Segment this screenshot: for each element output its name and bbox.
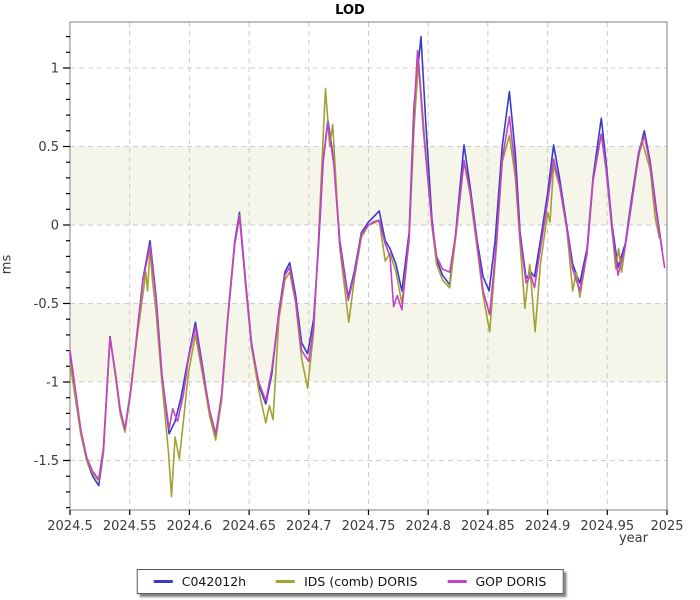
svg-text:2024.55: 2024.55 [103, 519, 157, 534]
legend-box: C042012h IDS (comb) DORIS GOP DORIS [136, 569, 564, 594]
svg-text:0: 0 [51, 219, 59, 234]
legend-label-ids-doris: IDS (comb) DORIS [304, 574, 418, 589]
series-line-c042012h [69, 35, 664, 487]
svg-text:-0.5: -0.5 [34, 297, 59, 312]
svg-text:2024.7: 2024.7 [286, 519, 332, 534]
gridlines [70, 22, 667, 510]
svg-text:-1: -1 [46, 376, 59, 391]
legend-swatch-ids-doris [276, 580, 296, 583]
svg-text:2024.9: 2024.9 [525, 519, 571, 534]
y-tick-labels: 1 0.5 0 -0.5 -1 -1.5 [34, 62, 59, 470]
legend-item-ids-doris: IDS (comb) DORIS [276, 574, 417, 589]
series-line-ids-comb-doris [69, 59, 661, 498]
legend-label-gop-doris: GOP DORIS [475, 574, 547, 589]
legend-swatch-gop-doris [447, 580, 467, 583]
plot-area: 2024.5 2024.55 2024.6 2024.65 2024.7 2024.75 2… [34, 21, 684, 534]
svg-text:1: 1 [51, 62, 59, 77]
svg-text:2024.85: 2024.85 [461, 519, 515, 534]
x-axis-label: year [618, 531, 648, 546]
svg-text:2024.8: 2024.8 [405, 519, 451, 534]
svg-text:2024.6: 2024.6 [167, 519, 213, 534]
x-tick-labels: 2024.5 2024.55 2024.6 2024.65 2024.7 2024.75 2… [47, 519, 683, 534]
tick-marks [63, 35, 668, 515]
series-line-gop-doris [69, 49, 666, 481]
svg-text:-1.5: -1.5 [34, 454, 59, 469]
svg-text:2024.95: 2024.95 [580, 519, 634, 534]
legend-swatch-c042012h [153, 580, 173, 583]
svg-text:2024.65: 2024.65 [222, 519, 276, 534]
svg-text:2024.5: 2024.5 [47, 519, 93, 534]
svg-text:0.5: 0.5 [38, 140, 59, 155]
svg-text:2024.75: 2024.75 [342, 519, 396, 534]
legend-item-gop-doris: GOP DORIS [447, 574, 546, 589]
legend-label-c042012h: C042012h [181, 574, 247, 589]
chart-title: LOD [335, 3, 365, 18]
svg-text:2025: 2025 [650, 519, 683, 534]
legend-item-c042012h: C042012h [153, 574, 247, 589]
